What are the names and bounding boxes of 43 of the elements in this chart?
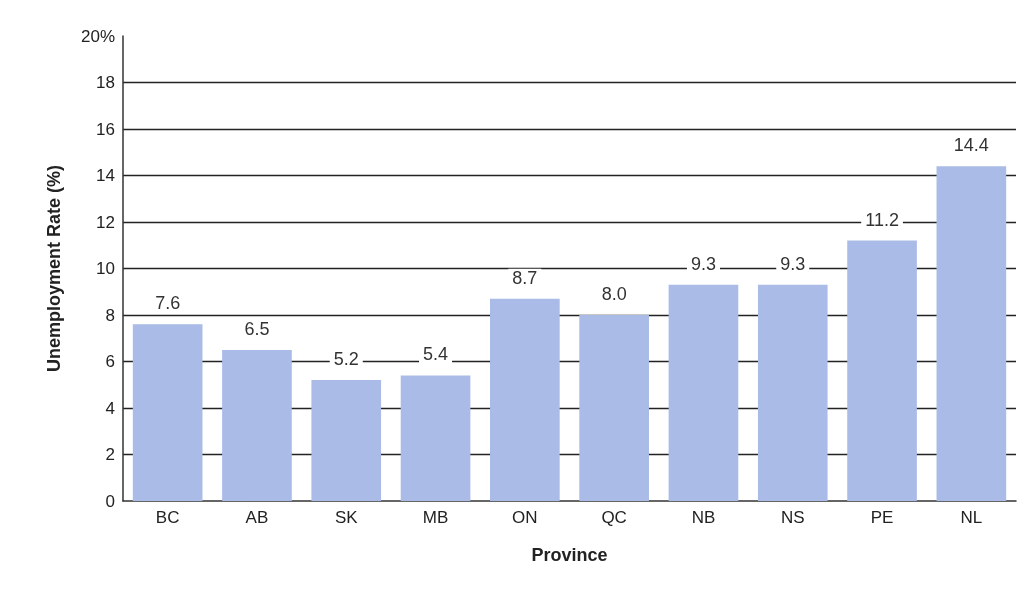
x-tick-label: BC <box>155 508 180 527</box>
data-label: 8.7 <box>512 267 538 288</box>
y-tick-label: 4 <box>105 398 115 418</box>
data-label: 9.3 <box>780 253 806 274</box>
x-tick-label: SK <box>334 508 359 527</box>
x-tick-label: AB <box>245 508 269 527</box>
y-tick-label: 0 <box>105 491 115 511</box>
y-tick-label: 20% <box>80 26 115 46</box>
data-label: 14.4 <box>953 135 989 156</box>
y-tick-label: 6 <box>105 352 115 371</box>
x-tick-label: QC <box>601 508 627 527</box>
x-tick-label: MB <box>422 508 449 527</box>
bar <box>847 240 917 501</box>
y-tick-label: 14 <box>96 166 115 185</box>
y-tick-label: 18 <box>96 73 115 92</box>
data-label: 5.4 <box>423 344 449 365</box>
y-tick-label: 10 <box>96 259 115 278</box>
x-axis-title: Province <box>531 545 608 565</box>
bar <box>132 324 203 501</box>
bar <box>757 284 828 501</box>
bar <box>490 298 560 501</box>
data-label: 7.6 <box>155 293 181 314</box>
x-tick-label: NL <box>960 508 983 527</box>
x-tick-label: NS <box>780 508 805 527</box>
x-tick-label: NB <box>691 508 716 527</box>
bar <box>311 380 382 501</box>
data-label: 11.2 <box>865 209 899 230</box>
data-label: 5.2 <box>333 349 359 370</box>
bar <box>222 349 292 501</box>
bar <box>936 166 1007 501</box>
y-tick-label: 2 <box>105 445 115 464</box>
y-axis-title: Unemployment Rate (%) <box>44 164 64 373</box>
bar <box>579 315 649 501</box>
y-tick-label: 12 <box>96 212 115 232</box>
x-tick-label: PE <box>870 508 894 527</box>
data-label: 8.0 <box>601 284 627 304</box>
y-tick-label: 8 <box>105 305 115 325</box>
bar <box>668 284 739 501</box>
y-tick-label: 16 <box>96 119 115 139</box>
x-tick-label: ON <box>512 508 538 527</box>
data-label: 9.3 <box>690 253 716 274</box>
data-label: 6.5 <box>244 318 270 339</box>
bar <box>400 375 471 501</box>
